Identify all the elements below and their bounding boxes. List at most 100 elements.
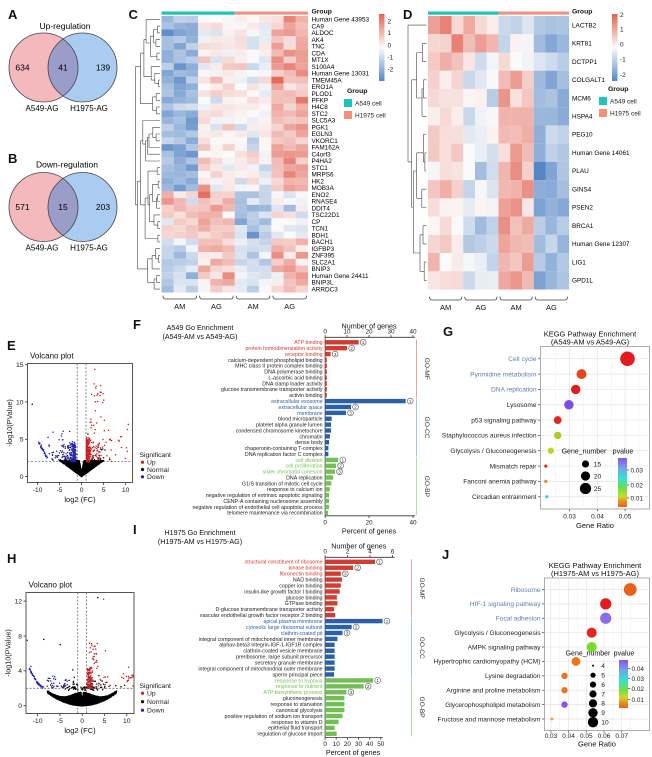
svg-text:log2 (FC): log2 (FC) (64, 495, 96, 504)
svg-text:platelet alpha granule lumen: platelet alpha granule lumen (256, 423, 323, 429)
svg-text:PLOD1: PLOD1 (312, 91, 333, 98)
svg-text:HIF-1 signaling pathway: HIF-1 signaling pathway (470, 601, 541, 608)
svg-text:Percent of genes: Percent of genes (342, 526, 397, 535)
svg-text:chaperonin-containing T-comple: chaperonin-containing T-complex (245, 446, 323, 452)
svg-text:203: 203 (96, 202, 110, 212)
svg-text:1: 1 (362, 340, 365, 345)
svg-text:alphav-beta3 integrin-IGF-1-IG: alphav-beta3 integrin-IGF-1-IGF1R comple… (219, 643, 323, 649)
svg-text:activin binding: activin binding (289, 393, 323, 399)
svg-text:GINS4: GINS4 (572, 186, 592, 193)
svg-text:AG: AG (475, 303, 486, 312)
svg-text:0.03: 0.03 (545, 733, 558, 740)
svg-text:Group: Group (312, 9, 332, 16)
svg-text:H1975 Go Enrichment: H1975 Go Enrichment (164, 528, 235, 537)
svg-text:DDIT4: DDIT4 (312, 205, 331, 212)
svg-text:0.01: 0.01 (632, 697, 645, 704)
svg-text:Pyrimidine metabolism: Pyrimidine metabolism (470, 371, 537, 378)
svg-text:Fructose and mannose metabolis: Fructose and mannose metabolism (438, 716, 541, 723)
svg-text:clathrin-coated vesicle membra: clathrin-coated vesicle membrane (243, 649, 322, 655)
svg-text:1: 1 (342, 458, 345, 463)
svg-text:10: 10 (123, 718, 131, 725)
svg-text:SLC2A1: SLC2A1 (312, 259, 336, 266)
svg-text:IGFBP3: IGFBP3 (312, 246, 335, 253)
svg-text:0: 0 (323, 329, 327, 336)
svg-text:telomere maintenance via recom: telomere maintenance via recombination (227, 511, 322, 517)
svg-text:ERO1A: ERO1A (312, 84, 334, 91)
svg-text:-5: -5 (57, 718, 63, 725)
svg-text:KEGG Pathway Enrichment: KEGG Pathway Enrichment (544, 329, 637, 338)
svg-text:20: 20 (365, 519, 373, 526)
svg-text:GO-MF: GO-MF (423, 358, 430, 380)
svg-text:Up: Up (147, 460, 156, 467)
svg-text:8: 8 (601, 701, 605, 708)
svg-text:2: 2 (350, 346, 353, 351)
svg-text:Cell cycle: Cell cycle (508, 356, 537, 363)
svg-text:BDH1: BDH1 (312, 232, 329, 239)
svg-text:fibronectin binding: fibronectin binding (280, 572, 323, 578)
svg-text:blood microparticle: blood microparticle (278, 417, 323, 423)
svg-text:2: 2 (354, 405, 357, 410)
svg-text:Ribosome: Ribosome (511, 587, 541, 594)
svg-text:(H1975-AM vs H1975-AG): (H1975-AM vs H1975-AG) (551, 569, 639, 578)
svg-text:Down: Down (147, 708, 165, 715)
svg-text:Volcano plot: Volcano plot (29, 581, 73, 590)
svg-text:response to nutrient: response to nutrient (276, 684, 323, 690)
svg-text:20: 20 (365, 329, 373, 336)
svg-text:BNIP3: BNIP3 (312, 266, 331, 273)
svg-text:regulation of glucose import: regulation of glucose import (258, 732, 324, 738)
svg-text:CP: CP (312, 219, 321, 226)
svg-text:response to hypoxia: response to hypoxia (275, 678, 322, 684)
svg-text:0.02: 0.02 (632, 686, 645, 693)
svg-text:A549 Go Enrichment: A549 Go Enrichment (167, 323, 234, 332)
svg-text:Lysosome: Lysosome (507, 402, 537, 409)
svg-text:MCM6: MCM6 (572, 95, 591, 102)
svg-text:membrane: membrane (297, 411, 322, 417)
svg-text:AK4: AK4 (312, 37, 325, 44)
svg-text:0.01: 0.01 (631, 495, 644, 502)
svg-text:0: 0 (323, 519, 327, 526)
svg-text:CENP-A containing nucleosome a: CENP-A containing nucleosome assembly (223, 499, 323, 505)
svg-text:0.06: 0.06 (598, 733, 611, 740)
svg-text:epithelial fluid transport: epithelial fluid transport (268, 726, 323, 732)
svg-text:negative regulation of extrins: negative regulation of extrinsic apoptot… (206, 493, 323, 499)
svg-text:dense body: dense body (295, 440, 323, 446)
svg-text:40: 40 (366, 741, 374, 748)
svg-text:GO-CC: GO-CC (423, 417, 430, 439)
svg-text:8: 8 (18, 633, 22, 640)
svg-text:1: 1 (376, 678, 379, 683)
svg-text:J: J (442, 547, 449, 562)
svg-text:BNIP3L: BNIP3L (312, 280, 334, 287)
svg-text:0.05: 0.05 (580, 733, 593, 740)
svg-text:FAM162A: FAM162A (312, 145, 341, 152)
svg-text:5: 5 (20, 437, 24, 444)
svg-text:A549 cell: A549 cell (610, 99, 637, 106)
svg-text:DCTPP1: DCTPP1 (572, 59, 598, 66)
svg-text:Circadian entrainment: Circadian entrainment (472, 494, 537, 501)
svg-text:TSC22D1: TSC22D1 (312, 212, 341, 219)
svg-text:BACH1: BACH1 (312, 239, 334, 246)
svg-text:response to calcium ion: response to calcium ion (267, 487, 323, 493)
svg-text:DNA replication: DNA replication (491, 387, 537, 394)
svg-text:G1/S transition of mitotic cel: G1/S transition of mitotic cell cycle (242, 481, 323, 487)
svg-text:Gene Ratio: Gene Ratio (578, 740, 616, 749)
svg-text:H1975-AG: H1975-AG (70, 244, 108, 253)
svg-text:PGK1: PGK1 (312, 125, 329, 132)
svg-text:Mismatch repair: Mismatch repair (490, 463, 538, 470)
svg-text:(A549-AM vs A549-AG): (A549-AM vs A549-AG) (162, 332, 237, 341)
svg-text:SLC5A3: SLC5A3 (312, 118, 336, 125)
svg-text:AG: AG (211, 302, 222, 311)
svg-text:0: 0 (80, 487, 84, 494)
svg-text:AM: AM (510, 303, 521, 312)
svg-text:3: 3 (346, 631, 349, 636)
svg-text:GPD1L: GPD1L (572, 278, 593, 285)
svg-text:ENO2: ENO2 (312, 192, 330, 199)
svg-text:10: 10 (343, 329, 351, 336)
svg-text:response to vitamin D: response to vitamin D (271, 720, 322, 726)
svg-text:Human Gene 43953: Human Gene 43953 (312, 17, 370, 24)
svg-text:I: I (133, 522, 137, 537)
svg-text:4: 4 (18, 668, 22, 675)
svg-text:GO-CC: GO-CC (418, 637, 425, 659)
svg-text:VKORC1: VKORC1 (312, 138, 339, 145)
svg-text:4: 4 (368, 549, 372, 556)
svg-text:Significant: Significant (140, 683, 171, 690)
